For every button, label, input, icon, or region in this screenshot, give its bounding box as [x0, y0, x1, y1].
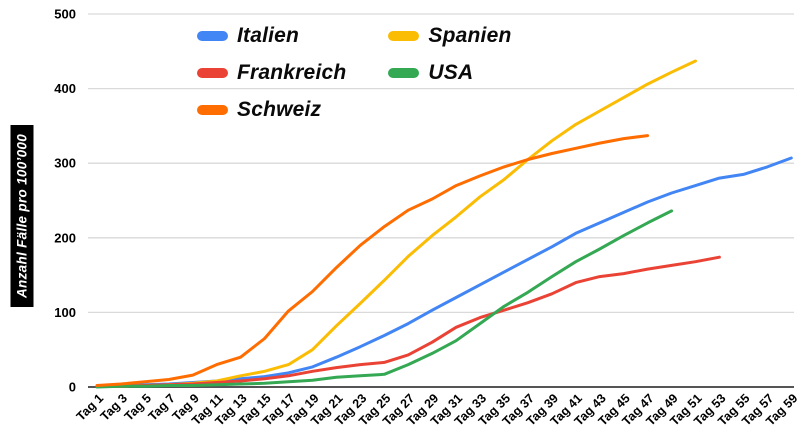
y-tick-label: 300 — [54, 156, 76, 171]
legend-item-schweiz: Schweiz — [197, 91, 346, 128]
legend-swatch-icon — [197, 30, 228, 41]
legend-item-frankreich: Frankreich — [197, 54, 346, 91]
legend-label: USA — [428, 60, 474, 84]
y-tick-label: 0 — [69, 380, 76, 395]
x-tick-label: Tag 5 — [122, 391, 154, 423]
y-axis-title: Anzahl Fälle pro 100’000 — [10, 124, 34, 308]
legend-swatch-icon — [388, 30, 420, 41]
series-line-frankreich — [95, 255, 721, 388]
y-tick-label: 100 — [54, 305, 76, 320]
legend-item-italien: Italien — [197, 17, 346, 54]
y-tick-label: 400 — [54, 81, 76, 96]
legend-swatch-icon — [197, 104, 228, 115]
legend-column: Spanien USA — [388, 17, 511, 128]
legend-item-spanien: Spanien — [388, 17, 511, 54]
y-tick-label: 500 — [54, 7, 76, 22]
legend-label: Schweiz — [237, 97, 322, 121]
legend-swatch-icon — [388, 67, 420, 78]
legend-label: Spanien — [428, 23, 512, 47]
legend-swatch-icon — [197, 67, 228, 78]
legend-label: Frankreich — [237, 60, 347, 84]
legend: Italien Frankreich Schweiz Spanien USA — [197, 17, 511, 128]
x-tick-label: Tag 3 — [98, 391, 130, 423]
series-line-usa — [95, 209, 674, 389]
x-tick-label: Tag 1 — [74, 391, 106, 423]
y-tick-label: 200 — [54, 230, 76, 245]
legend-label: Italien — [237, 23, 300, 47]
legend-item-usa: USA — [388, 54, 511, 91]
legend-column: Italien Frankreich Schweiz — [197, 17, 346, 128]
series-line-schweiz — [95, 134, 650, 387]
x-tick-label: Tag 7 — [146, 391, 178, 423]
